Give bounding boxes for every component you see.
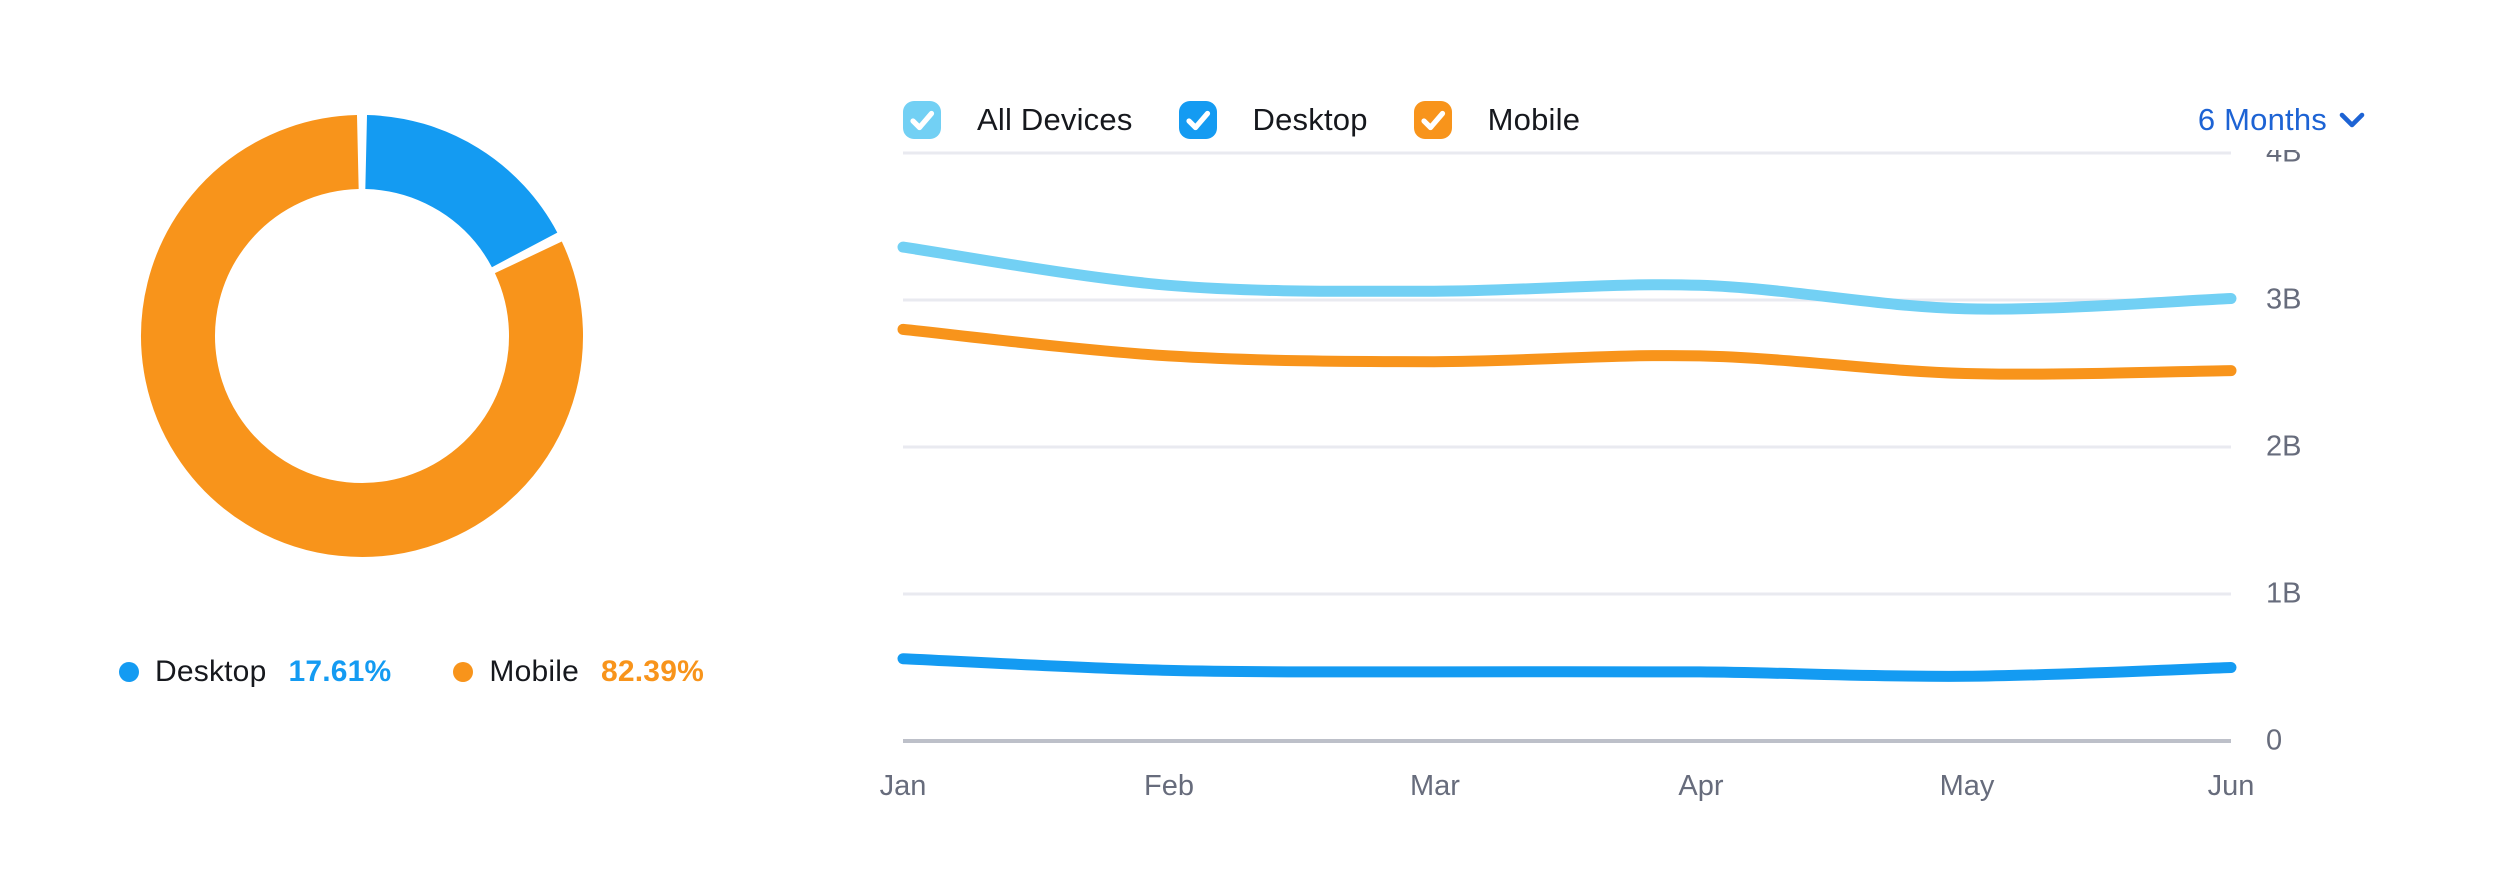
x-tick: Jun bbox=[2207, 770, 2255, 802]
toggle-mobile[interactable]: Mobile bbox=[1413, 101, 1581, 139]
donut-legend-item-mobile: Mobile 82.39% bbox=[453, 655, 704, 689]
x-tick: Apr bbox=[1678, 770, 1724, 802]
y-tick: 3B bbox=[2266, 283, 2302, 316]
toggle-label: Desktop bbox=[1252, 102, 1368, 137]
series-line-desktop bbox=[897, 653, 2237, 682]
x-tick: Jan bbox=[879, 770, 927, 802]
chevron-down-icon bbox=[2339, 112, 2365, 128]
device-share-donut-chart bbox=[141, 115, 583, 557]
donut-slice-mobile[interactable] bbox=[141, 115, 583, 557]
checkbox-checked-icon[interactable] bbox=[903, 101, 941, 139]
toggle-label: Mobile bbox=[1487, 102, 1581, 137]
x-tick: Feb bbox=[1144, 770, 1194, 802]
y-tick: 1B bbox=[2266, 577, 2302, 610]
y-tick: 2B bbox=[2266, 430, 2302, 463]
donut-legend: Desktop 17.61% Mobile 82.39% bbox=[119, 652, 704, 692]
checkmark-icon bbox=[910, 110, 935, 131]
x-tick: May bbox=[1939, 770, 1995, 802]
chart-toolbar: All Devices Desktop Mobile bbox=[870, 0, 2500, 150]
checkmark-icon bbox=[1185, 110, 1210, 131]
donut-slice-desktop[interactable] bbox=[364, 115, 558, 269]
desktop-dot-icon bbox=[119, 662, 139, 682]
y-tick: 0 bbox=[2266, 724, 2283, 757]
series-toggles: All Devices Desktop Mobile bbox=[903, 101, 1626, 139]
donut-legend-label: Mobile bbox=[489, 655, 579, 688]
toggle-desktop[interactable]: Desktop bbox=[1178, 101, 1368, 139]
date-range-value: 6 Months bbox=[2197, 102, 2327, 137]
mobile-dot-icon bbox=[453, 662, 474, 682]
toggle-label: All Devices bbox=[977, 102, 1133, 137]
x-tick: Mar bbox=[1410, 770, 1460, 802]
date-range-dropdown[interactable]: 6 Months bbox=[2198, 102, 2365, 138]
donut-legend-label: Desktop bbox=[155, 655, 267, 688]
checkbox-checked-icon[interactable] bbox=[1178, 101, 1217, 139]
donut-legend-value: 82.39% bbox=[601, 655, 704, 688]
checkmark-icon bbox=[1421, 110, 1445, 131]
toggle-all-devices[interactable]: All Devices bbox=[903, 101, 1133, 139]
series-line-mobile bbox=[897, 323, 2237, 380]
donut-legend-value: 17.61% bbox=[288, 655, 392, 688]
series-line-all-devices bbox=[897, 241, 2237, 315]
checkbox-checked-icon[interactable] bbox=[1413, 101, 1452, 139]
donut-legend-item-desktop: Desktop 17.61% bbox=[119, 655, 391, 689]
